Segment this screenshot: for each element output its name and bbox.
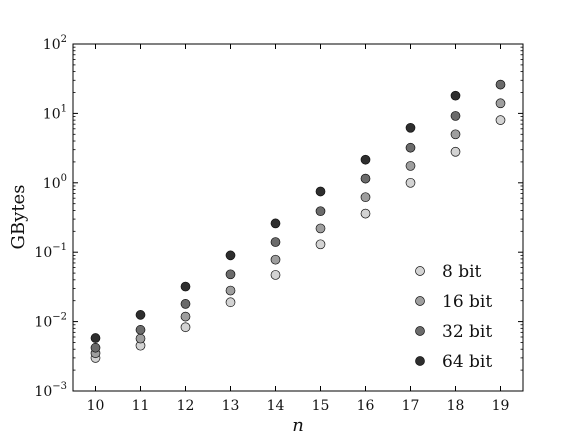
point-16-bit [270,254,281,265]
legend: 8 bit 16 bit 32 bit 64 bit [415,262,492,372]
points-group [90,79,506,363]
point-64-bit [450,90,461,101]
point-32-bit [180,299,191,309]
point-64-bit [315,186,326,197]
point-8-bit [360,208,371,219]
y-tick-base: 10 [43,106,61,122]
y-tick-label: 101 [43,103,67,122]
x-tick-label: 14 [267,398,285,414]
point-16-bit [180,311,191,322]
point-32-bit [315,206,326,217]
x-axis-label: n [292,415,304,436]
y-axis-label: GBytes [8,185,29,250]
point-16-bit [360,192,371,203]
legend-label: 32 bit [442,322,492,342]
y-tick-exponent: −2 [52,312,67,323]
x-tick-label: 16 [357,398,375,414]
x-tick-label: 13 [222,398,240,414]
x-tick-label: 12 [177,398,195,414]
point-8-bit [495,115,506,125]
y-tick-base: 10 [34,384,52,400]
point-64-bit [405,122,416,133]
point-32-bit [450,111,461,121]
x-tick-label: 17 [402,398,420,414]
legend-marker [415,326,425,336]
point-32-bit [495,79,506,90]
point-64-bit [135,310,146,320]
y-tick-exponent: −3 [52,381,67,392]
y-tick-base: 10 [43,176,61,192]
point-8-bit [405,177,416,188]
point-32-bit [270,237,281,247]
x-tick-label: 10 [87,398,105,414]
y-tick-exponent: 1 [61,103,67,114]
point-8-bit [225,297,236,308]
point-16-bit [315,223,326,234]
x-tick-label: 18 [447,398,465,414]
legend-label: 16 bit [442,292,492,312]
point-8-bit [315,239,326,250]
point-8-bit [450,146,461,157]
x-tick-label: 15 [312,398,330,414]
x-tick-label: 19 [492,398,510,414]
point-32-bit [360,173,371,184]
legend-marker [415,266,425,276]
y-tick-exponent: 2 [61,34,67,45]
y-tick-exponent: 0 [61,173,67,184]
legend-marker [415,296,425,306]
y-tick-label: 10−3 [34,381,67,400]
plot-frame [72,43,524,392]
point-64-bit [225,250,236,261]
x-tick-label: 11 [132,398,150,414]
legend-label: 8 bit [442,262,482,282]
point-8-bit [270,270,281,280]
point-32-bit [405,142,416,153]
y-tick-exponent: −1 [52,242,67,253]
point-64-bit [270,218,281,229]
legend-marker [415,356,425,366]
legend-label: 64 bit [442,352,492,372]
point-8-bit [180,322,191,333]
point-32-bit [90,342,101,353]
y-tick-label: 10−1 [34,242,67,261]
point-32-bit [135,325,146,335]
point-32-bit [225,269,236,280]
point-16-bit [495,98,506,109]
ticks-group: 10 11 12 13 14 15 16 17 18 1910−310−210−110010110… [34,34,523,414]
y-tick-base: 10 [43,37,61,53]
y-tick-label: 10−2 [34,312,67,331]
point-16-bit [405,161,416,171]
point-64-bit [180,281,191,292]
y-tick-base: 10 [34,245,52,261]
y-tick-label: 100 [43,173,67,192]
point-64-bit [90,333,101,343]
point-16-bit [225,285,236,296]
y-tick-base: 10 [34,315,52,331]
point-16-bit [450,129,461,140]
y-tick-label: 102 [43,34,67,53]
point-64-bit [360,154,371,165]
point-16-bit [135,333,146,344]
